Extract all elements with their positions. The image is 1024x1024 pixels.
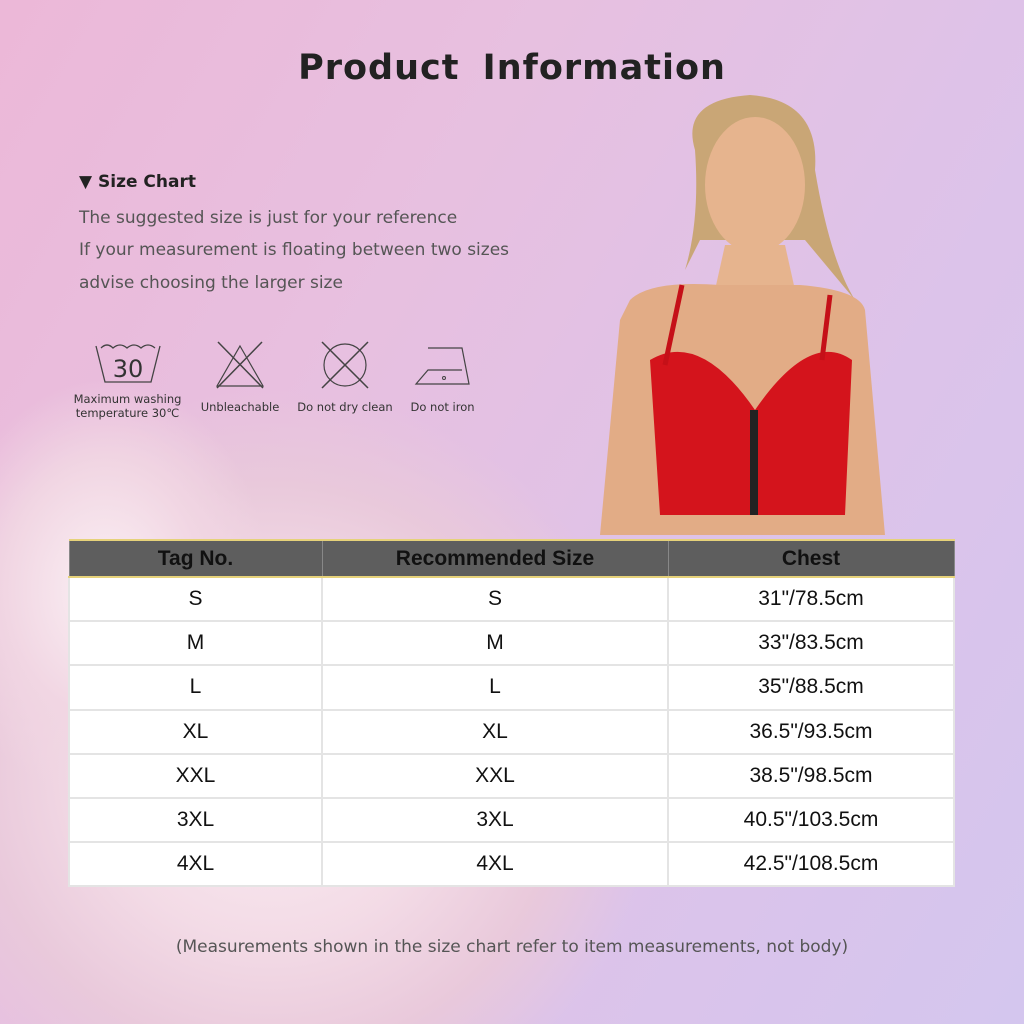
table-cell: 31"/78.5cm	[667, 575, 955, 623]
table-cell: M	[68, 620, 323, 667]
table-cell: 3XL	[321, 796, 669, 844]
table-cell: XL	[321, 708, 669, 755]
table-cell: S	[321, 575, 669, 623]
table-body: S S 31"/78.5cm M M 33"/83.5cm L L 35"/88.5cm XL XL…	[68, 575, 955, 888]
size-chart-heading: ▼ Size Chart	[79, 172, 196, 192]
table-cell: 33"/83.5cm	[667, 620, 955, 667]
care-bleach: Unbleachable	[195, 340, 285, 414]
table-row: M M 33"/83.5cm	[68, 620, 955, 667]
table-cell: 42.5"/108.5cm	[667, 841, 955, 888]
table-row: L L 35"/88.5cm	[68, 664, 955, 711]
triangle-down-icon: ▼	[79, 172, 93, 192]
size-note: If your measurement is floating between …	[79, 240, 510, 260]
column-header: Recommended Size	[321, 539, 669, 578]
table-cell: 38.5"/98.5cm	[667, 752, 955, 799]
table-row: XXL XXL 38.5"/98.5cm	[68, 752, 955, 799]
table-cell: L	[68, 664, 323, 711]
care-wash: 30 Maximum washing temperature 30℃	[70, 340, 185, 420]
column-header: Chest	[667, 539, 955, 578]
table-cell: 3XL	[68, 796, 323, 844]
table-row: S S 31"/78.5cm	[68, 575, 955, 623]
care-label: Do not iron	[410, 400, 475, 414]
table-row: XL XL 36.5"/93.5cm	[68, 708, 955, 755]
table-cell: XXL	[68, 752, 323, 799]
table-cell: M	[321, 620, 669, 667]
table-cell: XL	[68, 708, 323, 755]
care-label: Unbleachable	[200, 400, 280, 414]
table-row: 4XL 4XL 42.5"/108.5cm	[68, 841, 955, 888]
no-dry-clean-icon	[321, 341, 369, 389]
table-cell: 4XL	[321, 841, 669, 888]
care-label: Do not dry clean	[297, 400, 393, 414]
size-note: advise choosing the larger size	[79, 273, 343, 293]
size-note: The suggested size is just for your refe…	[79, 208, 458, 228]
table-cell: 4XL	[68, 841, 323, 888]
table-cell: 35"/88.5cm	[667, 664, 955, 711]
care-label: temperature 30℃	[75, 406, 180, 420]
table-cell: L	[321, 664, 669, 711]
care-label: Maximum washing	[73, 392, 182, 406]
care-dry-clean: Do not dry clean	[295, 340, 395, 414]
size-chart-table: Tag No. Recommended Size Chest S S 31"/78.…	[68, 539, 955, 888]
measurement-note: (Measurements shown in the size chart re…	[175, 937, 849, 957]
no-bleach-icon	[215, 341, 265, 389]
table-cell: S	[68, 575, 323, 623]
table-cell: XXL	[321, 752, 669, 799]
column-header: Tag No.	[68, 539, 323, 578]
model-photo	[600, 95, 885, 535]
care-iron: Do not iron	[400, 340, 485, 414]
table-cell: 36.5"/93.5cm	[667, 708, 955, 755]
table-header-row: Tag No. Recommended Size Chest	[68, 539, 955, 578]
wash-temperature: 30	[112, 355, 143, 383]
no-iron-icon	[414, 347, 470, 385]
page-title: Product Information	[298, 48, 726, 88]
table-cell: 40.5"/103.5cm	[667, 796, 955, 844]
table-row: 3XL 3XL 40.5"/103.5cm	[68, 796, 955, 844]
wash-30-icon: 30	[94, 344, 161, 383]
